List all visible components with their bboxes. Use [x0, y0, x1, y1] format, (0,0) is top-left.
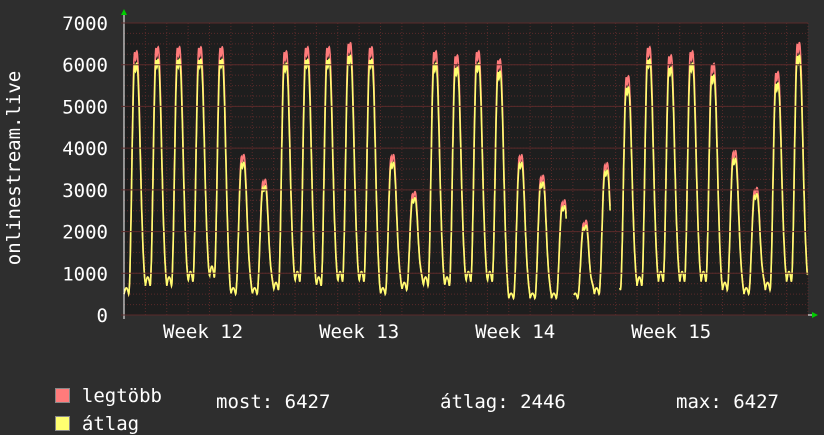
x-axis-arrow-icon: [812, 312, 818, 318]
y-tick-label: 3000: [62, 180, 108, 202]
y-tick-label: 7000: [62, 13, 108, 35]
series-line-avg: [123, 54, 809, 301]
stat-current: most: 6427: [216, 391, 331, 413]
x-tick-label: Week 12: [163, 321, 243, 343]
y-axis-label: onlinestream.live: [3, 71, 25, 265]
legend-label-max: legtöbb: [81, 385, 162, 407]
y-tick-label: 1000: [62, 263, 108, 285]
legend-swatch-avg: [54, 416, 70, 431]
y-tick-label: 4000: [62, 138, 108, 160]
y-tick-label: 2000: [62, 222, 108, 244]
x-tick-label: Week 13: [319, 321, 399, 343]
legend-item-avg: átlag: [32, 391, 139, 435]
legend-swatch-max: [54, 388, 70, 403]
stat-average: átlag: 2446: [440, 391, 566, 413]
y-tick-label: 5000: [62, 96, 108, 118]
x-tick-label: Week 15: [631, 321, 711, 343]
legend-item-max: legtöbb: [32, 363, 162, 407]
y-tick-label: 0: [97, 305, 108, 327]
x-tick-label: Week 14: [475, 321, 555, 343]
legend-label-avg: átlag: [81, 413, 140, 435]
y-axis-arrow-icon: [121, 9, 127, 15]
stat-maximum: max: 6427: [676, 391, 779, 413]
y-axis-ticks: 0 1000 2000 3000 4000 5000 6000 7000: [62, 13, 808, 327]
x-axis-ticks: Week 12 Week 13 Week 14 Week 15: [163, 321, 711, 343]
y-tick-label: 6000: [62, 55, 108, 77]
